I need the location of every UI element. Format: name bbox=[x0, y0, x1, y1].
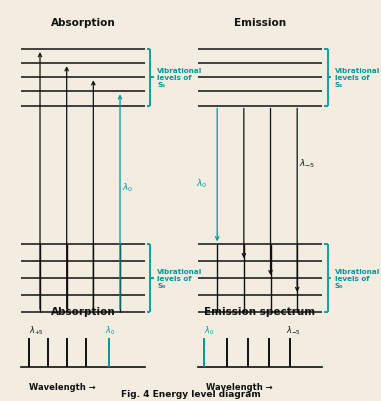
Text: Fig. 4 Energy level diagram: Fig. 4 Energy level diagram bbox=[121, 389, 260, 398]
Text: Wavelength →: Wavelength → bbox=[29, 382, 95, 391]
Text: $\lambda_0$: $\lambda_0$ bbox=[204, 324, 214, 336]
Text: Emission spectrum: Emission spectrum bbox=[205, 306, 315, 316]
Text: Vibrational
levels of
S₀: Vibrational levels of S₀ bbox=[157, 268, 203, 288]
Text: Absorption: Absorption bbox=[51, 18, 115, 28]
Text: Absorption: Absorption bbox=[51, 306, 115, 316]
Text: $\lambda_{+5}$: $\lambda_{+5}$ bbox=[0, 157, 2, 170]
Text: $\lambda_{-5}$: $\lambda_{-5}$ bbox=[286, 324, 301, 336]
Text: Wavelength →: Wavelength → bbox=[206, 382, 272, 391]
Text: $\lambda_0$: $\lambda_0$ bbox=[196, 177, 208, 190]
Text: Vibrational
levels of
S₁: Vibrational levels of S₁ bbox=[335, 68, 380, 88]
Text: $\lambda_{-5}$: $\lambda_{-5}$ bbox=[299, 157, 315, 170]
Text: $\lambda_0$: $\lambda_0$ bbox=[122, 181, 133, 194]
Text: Vibrational
levels of
S₀: Vibrational levels of S₀ bbox=[335, 268, 380, 288]
Text: $\lambda_0$: $\lambda_0$ bbox=[105, 324, 115, 336]
Text: Vibrational
levels of
S₁: Vibrational levels of S₁ bbox=[157, 68, 203, 88]
Text: $\lambda_{+5}$: $\lambda_{+5}$ bbox=[29, 324, 43, 336]
Text: Emission: Emission bbox=[234, 18, 286, 28]
